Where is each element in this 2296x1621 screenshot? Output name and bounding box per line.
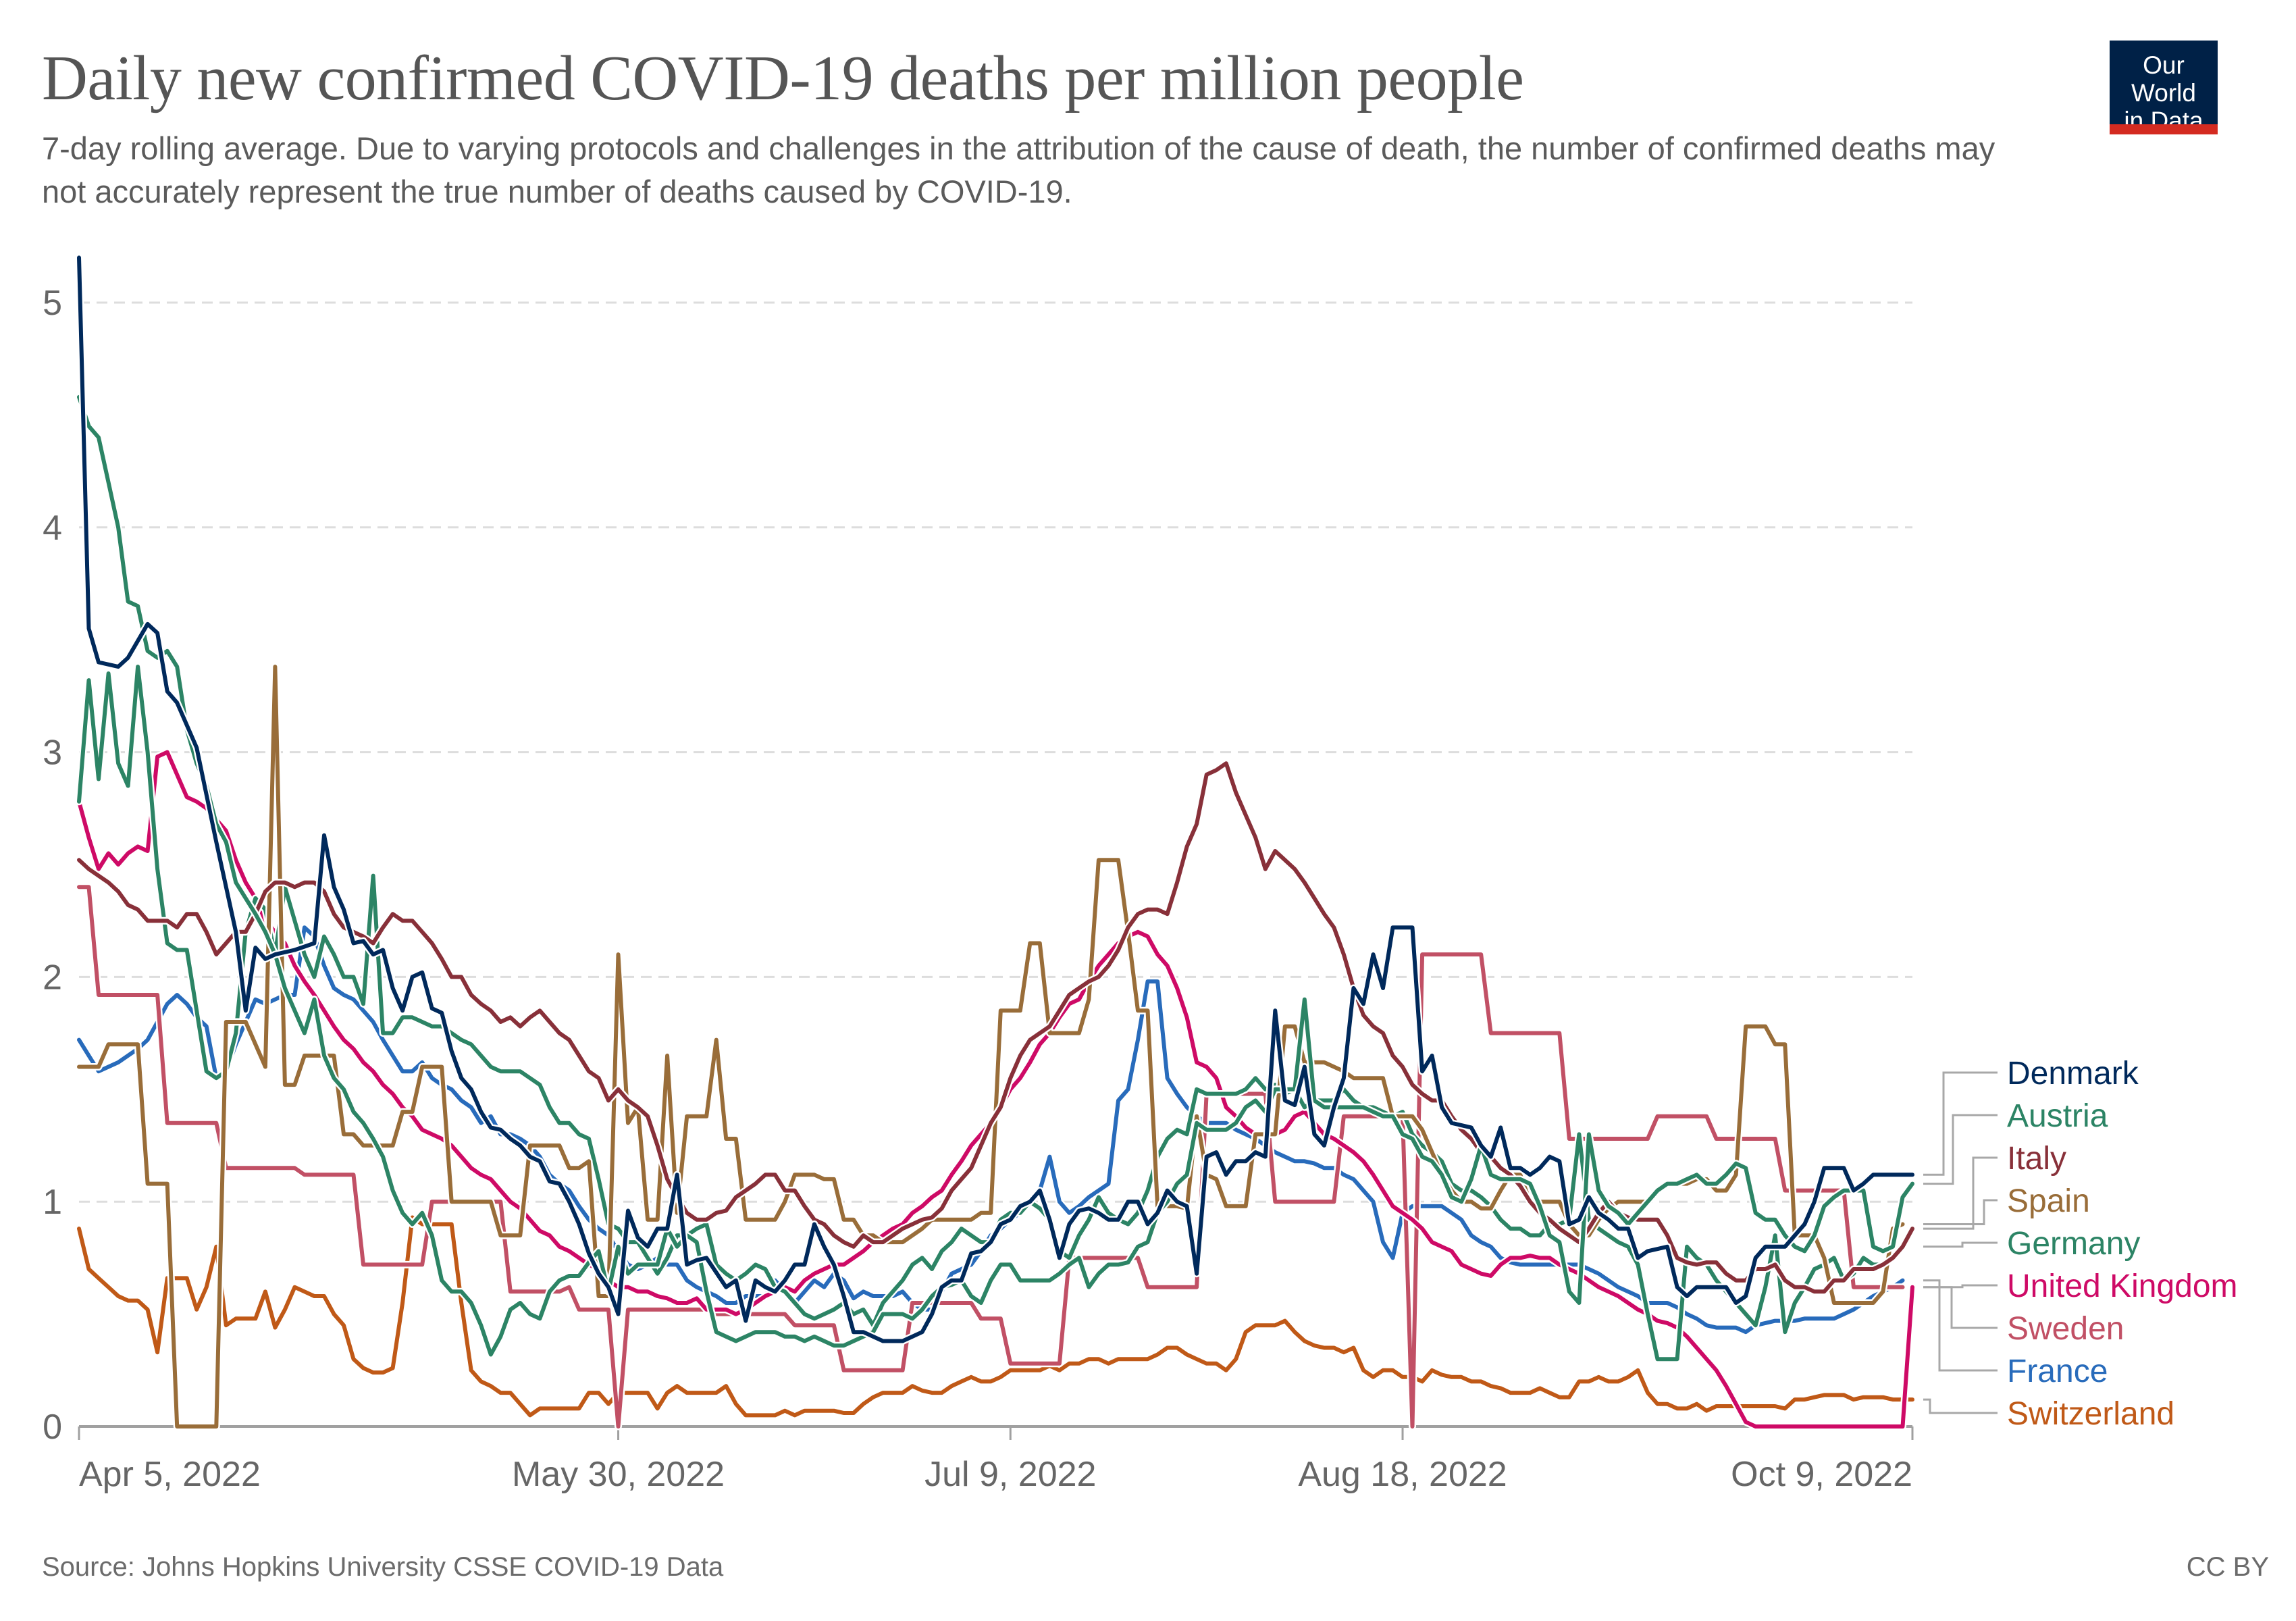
series-halo — [75, 663, 1906, 1363]
legend-label-france[interactable]: France — [2007, 1354, 2108, 1389]
series-line-austria[interactable] — [77, 394, 1914, 1357]
legend-connector — [1923, 1279, 1998, 1372]
owid-logo[interactable]: Our World in Data — [2110, 41, 2218, 134]
y-tick-label: 5 — [43, 284, 62, 323]
source-note[interactable]: Source: Johns Hopkins University CSSE CO… — [42, 1552, 724, 1582]
license-link[interactable]: CC BY — [2186, 1552, 2269, 1582]
x-tick-label: Oct 9, 2022 — [1731, 1455, 1912, 1494]
series-line-united-kingdom[interactable] — [77, 750, 1914, 1429]
y-axis: 0 1 2 3 4 5 — [43, 284, 62, 1447]
chart-title: Daily new confirmed COVID-19 deaths per … — [42, 43, 1524, 113]
y-tick-label: 0 — [43, 1408, 62, 1447]
x-tick-label: Jul 9, 2022 — [924, 1455, 1096, 1494]
x-tick-label: Apr 5, 2022 — [79, 1455, 261, 1494]
legend-label-united-kingdom[interactable]: United Kingdom — [2007, 1268, 2238, 1304]
x-tick-label: May 30, 2022 — [512, 1455, 725, 1494]
legend-connector — [1923, 1241, 1998, 1248]
legend-connector — [1923, 1286, 1998, 1329]
legend-connector — [1923, 1114, 1998, 1185]
y-tick-label: 3 — [43, 734, 62, 773]
legend-label-germany[interactable]: Germany — [2007, 1226, 2140, 1262]
x-tick-label: Aug 18, 2022 — [1298, 1455, 1507, 1494]
legend-label-austria[interactable]: Austria — [2007, 1098, 2108, 1134]
series-line-sweden[interactable] — [77, 885, 1905, 1429]
legend-label-italy[interactable]: Italy — [2007, 1141, 2066, 1177]
legend: Denmark Austria Italy Spain Germany United Ki… — [1923, 1056, 2238, 1432]
y-tick-label: 4 — [43, 509, 62, 548]
series-lines — [75, 253, 1916, 1431]
logo-line-1: Our World — [2131, 51, 2196, 107]
gridlines — [79, 301, 1912, 1203]
legend-label-switzerland[interactable]: Switzerland — [2007, 1396, 2174, 1432]
logo-accent-bar — [2110, 124, 2218, 134]
legend-connector — [1923, 1199, 1998, 1225]
y-tick-label: 1 — [43, 1183, 62, 1222]
y-tick-label: 2 — [43, 958, 62, 997]
chart-subtitle: 7-day rolling average. Due to varying pr… — [42, 130, 1995, 209]
legend-label-spain[interactable]: Spain — [2007, 1183, 2090, 1219]
legend-label-sweden[interactable]: Sweden — [2007, 1311, 2124, 1347]
series-line-switzerland[interactable] — [77, 1215, 1914, 1418]
x-axis: Apr 5, 2022 May 30, 2022 Jul 9, 2022 Aug 18… — [78, 1425, 1914, 1494]
legend-label-denmark[interactable]: Denmark — [2007, 1056, 2139, 1091]
legend-connector — [1923, 1398, 1998, 1414]
legend-connector — [1923, 1156, 1998, 1230]
legend-connector — [1923, 1071, 1998, 1176]
series-line-denmark[interactable] — [77, 255, 1914, 1343]
